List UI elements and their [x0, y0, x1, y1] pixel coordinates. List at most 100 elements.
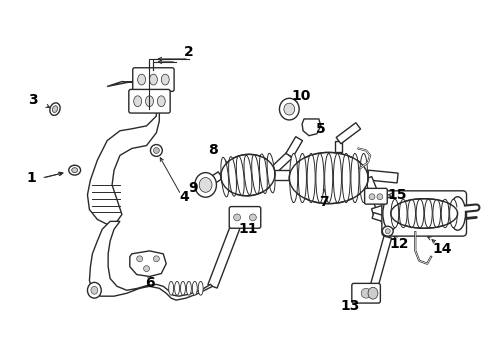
Ellipse shape [133, 96, 142, 107]
Text: 2: 2 [183, 45, 193, 59]
Polygon shape [285, 137, 302, 157]
Ellipse shape [161, 74, 169, 85]
Ellipse shape [449, 197, 465, 230]
Text: 6: 6 [144, 276, 154, 291]
Ellipse shape [289, 152, 367, 204]
Ellipse shape [382, 197, 398, 230]
Ellipse shape [390, 199, 457, 228]
Text: 7: 7 [318, 195, 328, 209]
Ellipse shape [367, 287, 377, 299]
Polygon shape [335, 123, 360, 144]
Ellipse shape [266, 153, 274, 193]
Ellipse shape [432, 199, 440, 228]
Polygon shape [302, 119, 320, 136]
Ellipse shape [168, 282, 173, 295]
Polygon shape [334, 141, 342, 152]
Ellipse shape [192, 282, 197, 295]
Ellipse shape [306, 153, 315, 203]
FancyBboxPatch shape [128, 89, 170, 113]
Text: 8: 8 [208, 144, 218, 157]
Ellipse shape [174, 282, 179, 295]
Text: 12: 12 [389, 237, 408, 251]
Ellipse shape [284, 103, 294, 115]
Polygon shape [367, 170, 397, 183]
Ellipse shape [415, 199, 423, 228]
Polygon shape [271, 170, 292, 180]
Ellipse shape [228, 157, 236, 196]
Polygon shape [368, 236, 391, 291]
Ellipse shape [298, 153, 306, 203]
Ellipse shape [221, 157, 228, 197]
Ellipse shape [324, 153, 332, 203]
Polygon shape [87, 82, 159, 224]
Ellipse shape [91, 286, 98, 294]
Polygon shape [89, 221, 212, 300]
Ellipse shape [279, 98, 299, 120]
Circle shape [150, 145, 162, 156]
Ellipse shape [149, 74, 157, 85]
Circle shape [137, 256, 142, 262]
Ellipse shape [72, 168, 78, 172]
Text: 9: 9 [187, 181, 197, 195]
Ellipse shape [198, 282, 203, 295]
Polygon shape [364, 176, 390, 229]
Ellipse shape [180, 282, 185, 295]
Polygon shape [203, 172, 222, 188]
Ellipse shape [385, 229, 389, 234]
Text: 4: 4 [179, 190, 188, 204]
Ellipse shape [50, 103, 60, 115]
Ellipse shape [157, 96, 165, 107]
Text: 1: 1 [26, 171, 36, 185]
Ellipse shape [52, 106, 58, 112]
Circle shape [153, 148, 159, 153]
Ellipse shape [448, 199, 456, 228]
Ellipse shape [199, 177, 212, 192]
Text: 13: 13 [340, 299, 359, 313]
Ellipse shape [440, 199, 448, 228]
Ellipse shape [236, 156, 244, 195]
Polygon shape [236, 213, 246, 224]
Ellipse shape [359, 153, 367, 203]
Circle shape [368, 194, 374, 200]
Ellipse shape [145, 96, 153, 107]
Ellipse shape [315, 153, 323, 203]
Polygon shape [129, 251, 166, 276]
Ellipse shape [87, 282, 101, 298]
Ellipse shape [69, 165, 81, 175]
Polygon shape [268, 153, 291, 175]
Circle shape [143, 266, 149, 271]
Ellipse shape [186, 282, 191, 295]
FancyBboxPatch shape [351, 283, 380, 303]
Ellipse shape [399, 199, 407, 228]
FancyBboxPatch shape [229, 207, 260, 228]
Ellipse shape [333, 153, 341, 203]
Ellipse shape [289, 153, 297, 203]
Ellipse shape [382, 226, 392, 236]
Ellipse shape [342, 153, 349, 203]
Text: 15: 15 [387, 188, 407, 202]
Ellipse shape [251, 155, 259, 194]
Ellipse shape [194, 172, 216, 197]
Circle shape [233, 214, 240, 221]
Circle shape [361, 288, 370, 298]
Circle shape [376, 194, 382, 200]
Text: 10: 10 [291, 89, 310, 103]
FancyBboxPatch shape [132, 68, 174, 91]
FancyBboxPatch shape [364, 188, 386, 204]
Ellipse shape [350, 153, 358, 203]
Ellipse shape [407, 199, 415, 228]
Circle shape [249, 214, 256, 221]
Text: 14: 14 [431, 242, 451, 256]
Ellipse shape [221, 154, 274, 196]
Ellipse shape [424, 199, 431, 228]
Ellipse shape [259, 154, 267, 194]
Ellipse shape [244, 155, 251, 195]
Text: 3: 3 [28, 93, 38, 107]
Ellipse shape [390, 199, 398, 228]
Polygon shape [371, 205, 386, 218]
Text: 5: 5 [315, 122, 325, 136]
Circle shape [153, 256, 159, 262]
Polygon shape [371, 213, 386, 222]
Ellipse shape [138, 74, 145, 85]
Polygon shape [207, 218, 242, 288]
